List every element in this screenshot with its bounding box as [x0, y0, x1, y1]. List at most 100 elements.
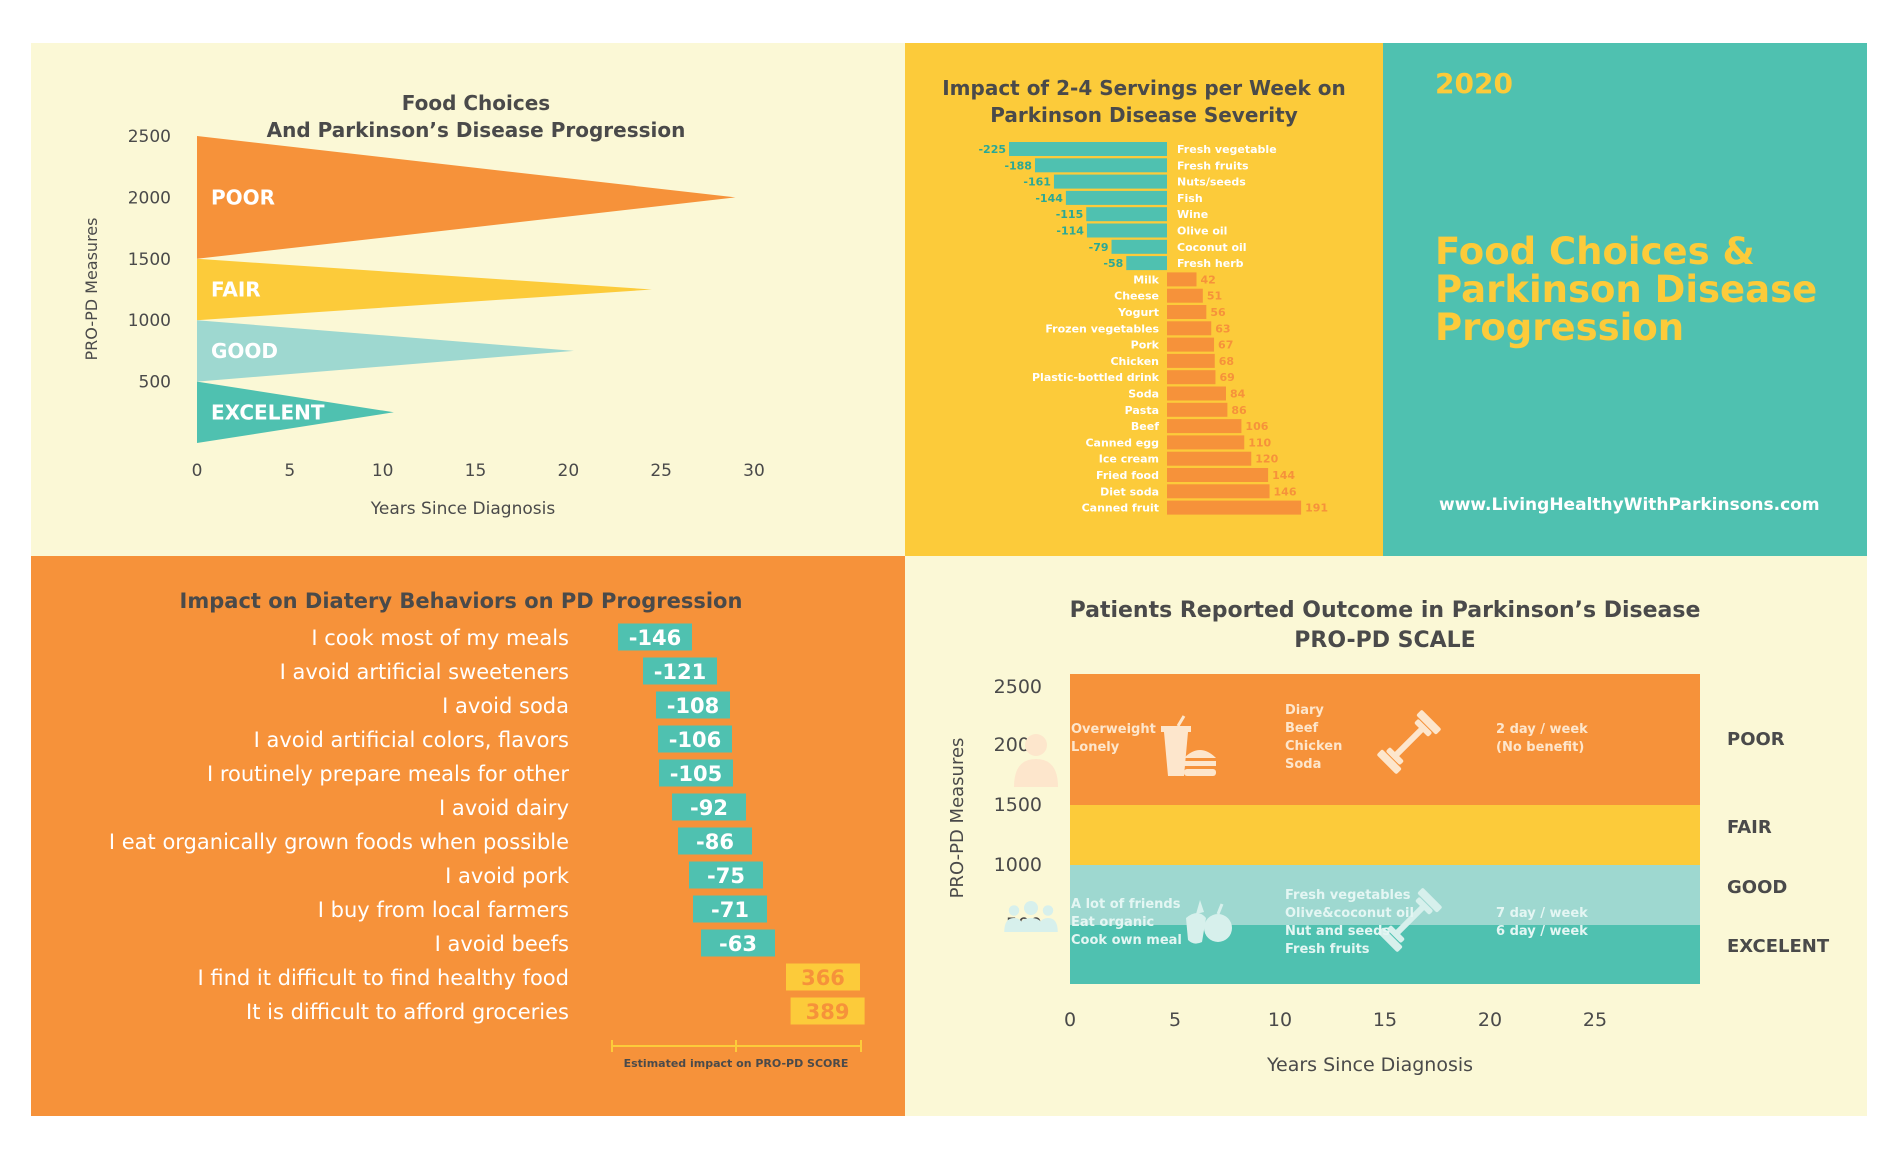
y-tick-label: 1500 [128, 250, 171, 270]
fruit-icon [1186, 900, 1232, 944]
bar [1009, 142, 1167, 156]
chart-subtitle: And Parkinson’s Disease Progression [267, 118, 686, 142]
fast-food-icon [1161, 715, 1216, 776]
bar [1167, 435, 1245, 450]
good-note: 6 day / week [1496, 924, 1588, 939]
poor-note: Beef [1285, 721, 1319, 736]
x-tick-label: 15 [1373, 1009, 1397, 1031]
data-label: -121 [654, 660, 707, 684]
category-label: I avoid dairy [439, 796, 569, 820]
poor-note: Soda [1285, 757, 1321, 772]
data-label: 366 [801, 966, 845, 990]
data-label: -71 [711, 898, 749, 922]
chart-title: Impact on Diatery Behaviors on PD Progre… [180, 589, 743, 613]
bar [1167, 451, 1252, 466]
bar [1167, 272, 1197, 287]
category-label: Fresh vegetable [1177, 143, 1277, 156]
series-label: POOR [211, 185, 275, 209]
bar [672, 793, 746, 821]
data-label: -161 [1023, 176, 1051, 189]
banner-panel: 2020 Food Choices & Parkinson Disease Pr… [1383, 43, 1867, 556]
category-label: Fresh fruits [1177, 159, 1249, 172]
category-label: Yogurt [1117, 306, 1159, 319]
y-tick-label: 1500 [994, 794, 1042, 816]
poor-note: Overweight [1071, 722, 1156, 737]
chart-subtitle: Parkinson Disease Severity [990, 103, 1297, 127]
data-label: -79 [1089, 241, 1109, 254]
dumbbell-icon [1378, 888, 1442, 952]
data-label: 191 [1305, 502, 1328, 515]
x-tick-label: 0 [192, 461, 203, 481]
good-note: Fresh fruits [1285, 942, 1370, 957]
behaviors-chart: Impact on Diatery Behaviors on PD Progre… [109, 589, 865, 1070]
category-label: I avoid artificial colors, flavors [254, 728, 569, 752]
data-label: -105 [670, 762, 723, 786]
banner-url[interactable]: www.LivingHealthyWithParkinsons.com [1439, 495, 1820, 515]
data-label: 42 [1200, 273, 1215, 286]
category-label: Chicken [1110, 355, 1159, 368]
category-label: I avoid beefs [435, 932, 569, 956]
dumbbell-icon [1377, 710, 1441, 774]
x-tick-label: 5 [1169, 1009, 1181, 1031]
bar [656, 691, 730, 719]
person-icon [1014, 734, 1058, 787]
series-label: GOOD [211, 339, 278, 363]
propd-scale-chart: Patients Reported Outcome in Parkinson’s… [947, 598, 1830, 1076]
x-tick-label: 15 [465, 461, 487, 481]
data-label: -108 [667, 694, 720, 718]
bar [1167, 468, 1269, 482]
poor-note: Diary [1285, 703, 1324, 718]
good-note: A lot of friends [1071, 897, 1181, 912]
bar [1167, 402, 1228, 417]
data-label: 106 [1245, 420, 1268, 433]
good-note: Nut and seeds [1285, 924, 1390, 939]
category-label: Canned egg [1085, 436, 1159, 449]
x-tick-label: 20 [1478, 1009, 1502, 1031]
data-label: 120 [1255, 453, 1278, 466]
bar [659, 759, 733, 787]
x-tick-label: 25 [1583, 1009, 1607, 1031]
bar [1034, 158, 1167, 173]
bar [1167, 353, 1215, 368]
bar [1167, 288, 1203, 303]
bar [1065, 190, 1167, 205]
category-label: Pork [1131, 339, 1160, 352]
data-label: -106 [669, 728, 722, 752]
chart-title: Food Choices [402, 91, 550, 115]
category-label: Ice cream [1099, 453, 1159, 466]
poor-note: (No benefit) [1496, 740, 1584, 755]
data-label: -92 [690, 796, 728, 820]
data-label: 56 [1210, 306, 1226, 319]
series-label: EXCELENT [211, 400, 325, 424]
bar [678, 827, 752, 855]
chart-title: Impact of 2-4 Servings per Week on [942, 76, 1346, 100]
x-tick-label: 25 [650, 461, 672, 481]
data-label: 144 [1272, 469, 1295, 482]
bar [1167, 500, 1302, 515]
data-label: -75 [707, 864, 745, 888]
poor-note: Lonely [1071, 740, 1120, 755]
category-label: Milk [1133, 273, 1159, 286]
category-label: I avoid soda [442, 694, 569, 718]
data-label: -225 [978, 143, 1006, 156]
x-axis-label: Estimated impact on PRO-PD SCORE [624, 1057, 849, 1070]
category-label: Fish [1177, 192, 1203, 205]
category-label: Plastic-bottled drink [1032, 371, 1160, 384]
band-label: EXCELENT [1727, 936, 1830, 957]
x-axis-label: Years Since Diagnosis [370, 499, 556, 519]
progression-chart: Food Choices And Parkinson’s Disease Pro… [82, 91, 765, 519]
behaviors-chart-panel: Impact on Diatery Behaviors on PD Progre… [31, 556, 905, 1116]
data-label: -63 [719, 932, 757, 956]
bar [1053, 174, 1167, 189]
data-label: -115 [1056, 208, 1084, 221]
category-label: Fried food [1096, 469, 1159, 482]
bar [643, 657, 717, 685]
data-label: 63 [1215, 322, 1230, 335]
bar [786, 963, 860, 991]
category-label: It is difficult to afford groceries [246, 1000, 569, 1024]
band-poor [1070, 674, 1700, 805]
bar [701, 929, 775, 957]
bar [1126, 256, 1167, 271]
bar [1167, 370, 1216, 385]
y-tick-label: 2000 [128, 188, 171, 208]
